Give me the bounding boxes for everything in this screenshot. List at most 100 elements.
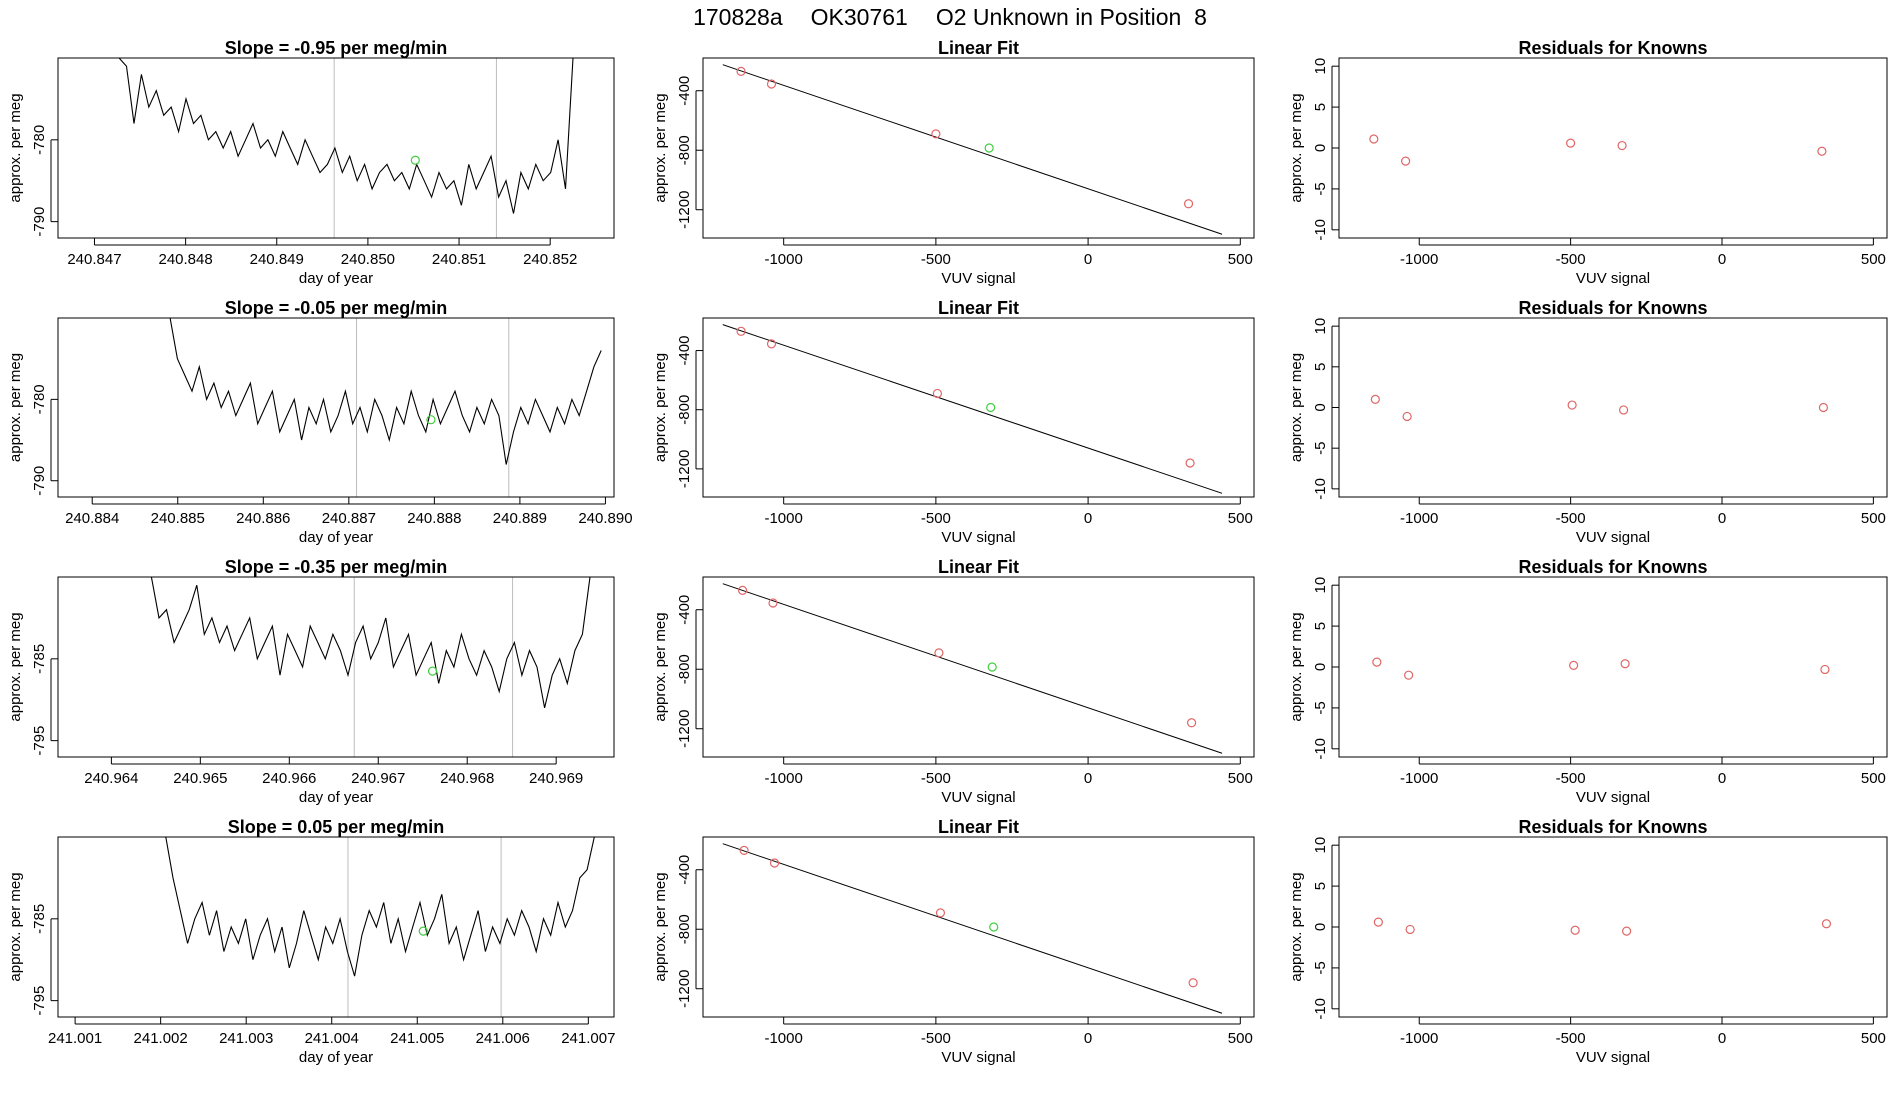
residual-point: [1817, 146, 1827, 156]
plot-frame: [57, 836, 615, 1018]
y-axis-label: approx. per meg: [1288, 872, 1305, 981]
residual-point: [1620, 659, 1630, 669]
known-point: [766, 79, 777, 89]
x-tick-label: 241.004: [305, 1030, 359, 1047]
y-tick-label: 10: [1312, 577, 1329, 594]
y-tick-label: -800: [676, 395, 693, 425]
y-tick-label: -400: [676, 595, 693, 625]
x-axis-label: day of year: [299, 1049, 373, 1066]
y-tick-label: -400: [676, 336, 693, 366]
plot-frame: [702, 836, 1255, 1018]
x-tick-label: -500: [1556, 251, 1586, 268]
panel-title: Linear Fit: [938, 298, 1019, 318]
x-tick-label: -500: [1556, 770, 1586, 787]
y-axis: -10 -5 0 5 10: [1312, 837, 1339, 1020]
x-axis-label: VUV signal: [941, 789, 1015, 806]
x-tick-label: -1000: [764, 770, 802, 787]
unknown-point: [986, 402, 996, 413]
known-point: [739, 845, 749, 855]
x-tick-label: -1000: [1400, 770, 1438, 787]
y-axis: -1200 -800 -400: [676, 76, 703, 229]
linear_fit-panel-row-3: Linear Fit -1000 -500 0 500 VUV signal -1200 -8…: [652, 557, 1255, 806]
x-tick-label: -1000: [764, 1030, 802, 1047]
x-axis-label: VUV signal: [1576, 1049, 1650, 1066]
y-tick-label: 0: [1312, 403, 1329, 411]
y-tick-label: 5: [1312, 882, 1329, 890]
plot-area: [169, 318, 602, 497]
known-point: [935, 908, 946, 918]
y-axis-label: approx. per meg: [652, 612, 669, 721]
y-axis-label: approx. per meg: [652, 872, 669, 981]
linear_fit-panel-row-4: Linear Fit -1000 -500 0 500 VUV signal -1200 -8…: [652, 817, 1255, 1066]
y-tick-label: 10: [1312, 58, 1329, 75]
known-point: [766, 339, 777, 349]
plot-frame: [1338, 317, 1888, 498]
y-tick-label: -1200: [676, 970, 693, 1008]
x-tick-label: 240.847: [67, 251, 121, 268]
x-tick-label: 240.965: [173, 770, 227, 787]
x-tick-label: 240.886: [236, 510, 290, 527]
panel-title: Residuals for Knowns: [1518, 298, 1707, 318]
plot-area: [1369, 134, 1827, 166]
x-tick-label: 241.005: [390, 1030, 444, 1047]
panel-title: Residuals for Knowns: [1518, 38, 1707, 58]
x-tick-label: 241.001: [48, 1030, 102, 1047]
x-axis-label: VUV signal: [941, 270, 1015, 287]
y-tick-label: -800: [676, 135, 693, 165]
known-point: [1186, 718, 1197, 728]
y-tick-label: -795: [31, 986, 48, 1016]
x-tick-label: 240.966: [262, 770, 316, 787]
residual-point: [1618, 405, 1629, 415]
residual-point: [1373, 917, 1383, 927]
fit-line: [722, 64, 1223, 235]
x-tick-label: 0: [1718, 251, 1726, 268]
x-axis-label: VUV signal: [1576, 789, 1650, 806]
y-tick-label: 0: [1312, 663, 1329, 671]
y-axis: -790 -780: [31, 384, 58, 496]
residual-point: [1369, 134, 1379, 144]
y-axis: -10 -5 0 5 10: [1312, 58, 1339, 241]
x-tick-label: -500: [1556, 1030, 1586, 1047]
plot-area: [1372, 657, 1830, 680]
x-tick-label: 500: [1228, 510, 1253, 527]
x-axis-label: VUV signal: [1576, 529, 1650, 546]
residual-point: [1820, 664, 1830, 675]
x-tick-label: 240.888: [407, 510, 461, 527]
x-tick-label: 240.969: [529, 770, 583, 787]
x-tick-label: 240.848: [158, 251, 212, 268]
x-tick-label: -1000: [1400, 251, 1438, 268]
y-tick-label: -10: [1312, 738, 1329, 760]
y-axis-label: approx. per meg: [652, 353, 669, 462]
unknown-point: [987, 662, 997, 672]
x-tick-label: 240.884: [65, 510, 119, 527]
plot-frame: [702, 57, 1255, 239]
unknown-mean-point: [426, 415, 436, 425]
x-tick-label: 0: [1718, 770, 1726, 787]
y-axis-label: approx. per meg: [7, 612, 24, 721]
residual-point: [1569, 660, 1579, 670]
y-axis-label: approx. per meg: [1288, 353, 1305, 462]
signal-trace: [150, 577, 591, 709]
known-point: [769, 858, 780, 868]
known-point: [768, 598, 778, 608]
signal-trace: [169, 318, 602, 465]
unknown-point: [984, 143, 994, 153]
residual-point: [1370, 394, 1380, 404]
plot-area: [722, 64, 1223, 235]
known-point: [737, 585, 748, 595]
x-axis-label: day of year: [299, 789, 373, 806]
x-tick-label: -500: [921, 1030, 951, 1047]
plot-area: [150, 577, 591, 757]
residuals-panel-row-2: Residuals for Knowns -1000 -500 0 500 VUV sig…: [1288, 298, 1888, 546]
x-axis: -1000 -500 0 500: [1400, 757, 1886, 787]
plot-frame: [57, 576, 615, 758]
y-axis: -1200 -800 -400: [676, 855, 703, 1008]
y-tick-label: 5: [1312, 103, 1329, 111]
plot-area: [722, 583, 1223, 754]
y-tick-label: 10: [1312, 837, 1329, 854]
x-tick-label: 240.889: [493, 510, 547, 527]
panel-title: Slope = -0.95 per meg/min: [225, 38, 448, 58]
residuals-panel-row-3: Residuals for Knowns -1000 -500 0 500 VUV sig…: [1288, 557, 1888, 806]
